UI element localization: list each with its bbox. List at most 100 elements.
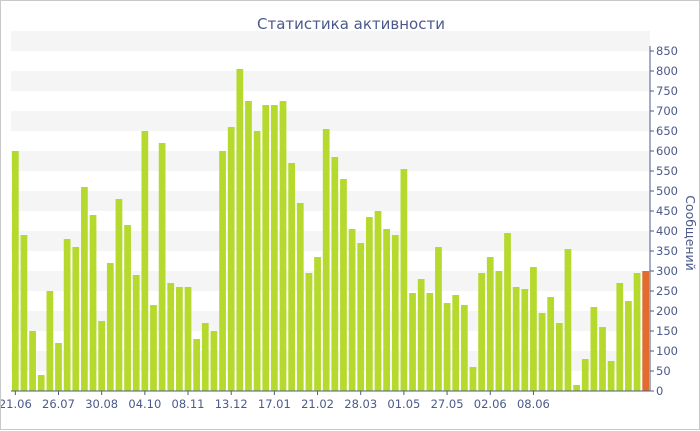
y-tick-label: 850: [656, 44, 678, 58]
bar: [538, 313, 546, 391]
grid-band: [11, 31, 650, 51]
x-tick-labels: 21.06 26.07 30.08 04.10 08.11 13.12 17.01 21.02…: [1, 397, 550, 411]
grid-band: [11, 231, 650, 251]
bar: [29, 331, 36, 391]
y-tick-label: 250: [656, 284, 678, 298]
bar: [426, 293, 434, 391]
y-tick-label: 150: [656, 324, 678, 338]
bar: [46, 291, 54, 391]
bar: [262, 105, 270, 391]
x-tick-label: 28.03: [344, 397, 377, 411]
x-tick-label: 01.05: [387, 397, 420, 411]
bar: [633, 273, 641, 391]
bar: [607, 361, 615, 391]
bar: [132, 275, 140, 391]
bar: [158, 143, 166, 391]
bar: [357, 243, 365, 391]
bar: [383, 229, 390, 391]
y-tick-label: 750: [656, 84, 678, 98]
bar: [521, 289, 529, 391]
grid-bands: [11, 31, 650, 371]
bar: [124, 225, 131, 391]
bar: [564, 249, 572, 391]
bar: [20, 235, 28, 391]
bar: [98, 321, 106, 391]
bar: [469, 367, 477, 391]
bar: [227, 127, 235, 391]
bar: [365, 217, 373, 391]
y-tick-label: 800: [656, 64, 678, 78]
bar: [547, 297, 555, 391]
bar: [141, 131, 149, 391]
y-tick-label: 200: [656, 304, 678, 318]
bar: [452, 295, 460, 391]
grid-band: [11, 71, 650, 91]
bar: [504, 233, 511, 391]
axes: [11, 46, 654, 395]
y-tick-label: 400: [656, 224, 678, 238]
bar: [167, 283, 175, 391]
bar: [219, 151, 226, 391]
grid-band: [11, 191, 650, 211]
bar: [417, 279, 425, 391]
x-tick-label: 21.06: [1, 397, 32, 411]
bar: [72, 247, 80, 391]
x-tick-label: 17.01: [258, 397, 291, 411]
bar: [236, 69, 244, 391]
y-tick-label: 300: [656, 264, 678, 278]
bar: [193, 339, 201, 391]
bar: [37, 375, 45, 391]
bar: [435, 247, 442, 391]
bar: [625, 301, 632, 391]
grid-band: [11, 311, 650, 331]
y-tick-label: 50: [656, 364, 671, 378]
chart-title: Статистика активности: [257, 15, 445, 33]
x-tick-label: 27.05: [431, 397, 464, 411]
bar: [210, 331, 218, 391]
bar: [590, 307, 598, 391]
bar: [115, 199, 123, 391]
bar: [288, 163, 296, 391]
y-axis-label: Сообщений: [683, 195, 698, 271]
bar: [184, 287, 192, 391]
x-tick-label: 08.06: [517, 397, 550, 411]
x-tick-label: 30.08: [85, 397, 118, 411]
bar: [400, 169, 408, 391]
bar: [616, 283, 624, 391]
bar: [150, 305, 157, 391]
bar: [374, 211, 382, 391]
bar: [573, 385, 580, 391]
y-tick-label: 0: [656, 384, 663, 398]
bar: [555, 323, 563, 391]
bar: [245, 101, 252, 391]
bar: [81, 187, 88, 391]
grid-band: [11, 351, 650, 371]
y-tick-label: 500: [656, 184, 678, 198]
bar: [391, 235, 399, 391]
y-tick-labels: 0 50 100 150 200 250 300 350 400 450 500 550 600 650 7…: [656, 44, 678, 398]
bar: [271, 105, 278, 391]
bar: [340, 179, 347, 391]
bar: [11, 151, 19, 391]
bar: [348, 229, 356, 391]
bar: [201, 323, 209, 391]
bar: [486, 257, 494, 391]
bar: [279, 101, 287, 391]
y-tick-label: 700: [656, 104, 678, 118]
y-tick-label: 600: [656, 144, 678, 158]
bar: [460, 305, 468, 391]
bar: [331, 157, 339, 391]
bar: [512, 287, 520, 391]
grid-band: [11, 151, 650, 171]
y-tick-label: 650: [656, 124, 678, 138]
x-tick-label: 13.12: [215, 397, 248, 411]
bar: [63, 239, 71, 391]
bar: [322, 129, 330, 391]
bar: [176, 287, 183, 391]
bars: [11, 69, 650, 391]
y-tick-label: 350: [656, 244, 678, 258]
y-tick-label: 450: [656, 204, 678, 218]
grid-band: [11, 111, 650, 131]
